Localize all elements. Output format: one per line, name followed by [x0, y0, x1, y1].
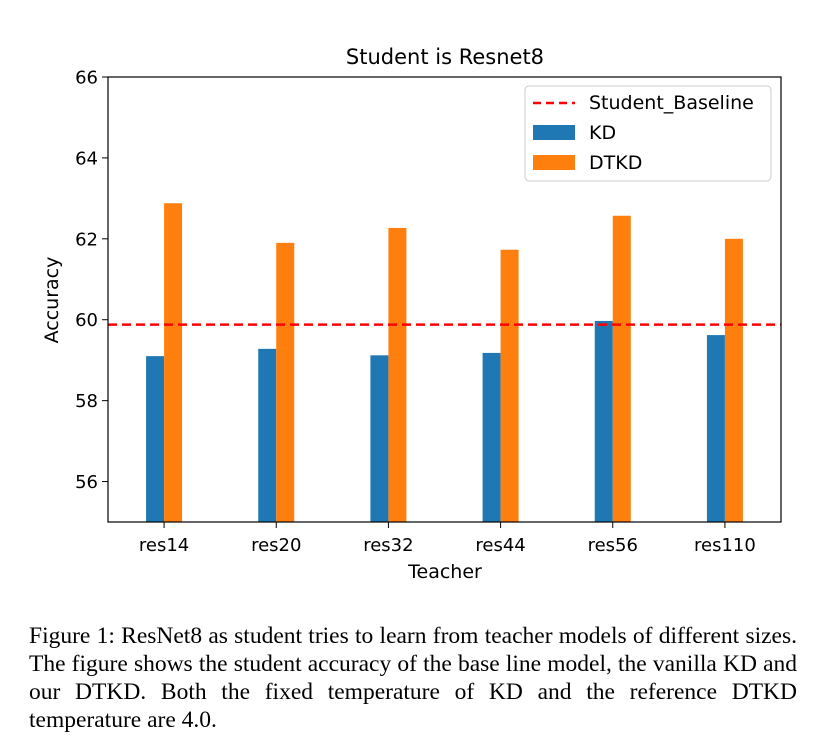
legend: Student_Baseline KD DTKD — [524, 85, 772, 182]
chart-title: Student is Resnet8 — [346, 45, 544, 69]
legend-box — [524, 85, 772, 182]
y-tick-label: 62 — [75, 229, 98, 250]
legend-dtkd-label: DTKD — [589, 152, 642, 174]
bar-dtkd-res44 — [500, 249, 519, 522]
bar-dtkd-res32 — [388, 227, 407, 523]
caption-text: ResNet8 as student tries to learn from t… — [29, 623, 798, 733]
legend-baseline-label: Student_Baseline — [589, 92, 754, 114]
y-tick-label: 64 — [75, 148, 98, 169]
bar-kd-res14 — [146, 356, 165, 522]
bar-dtkd-res20 — [276, 242, 295, 522]
plot-area: 56 58 60 62 64 66 res14 res20 res32 res44 res56 res… — [75, 68, 781, 556]
legend-dtkd-swatch — [533, 155, 575, 170]
legend-kd-label: KD — [589, 122, 616, 144]
x-tick-label: res32 — [363, 535, 413, 556]
x-tick-label: res20 — [251, 535, 301, 556]
figure-caption: Figure 1: ResNet8 as student tries to le… — [29, 622, 797, 734]
y-tick-label: 56 — [75, 472, 98, 493]
x-tick-label: res56 — [588, 535, 638, 556]
bar-chart: Student is Resnet8 56 58 60 62 64 66 res14 res2… — [41, 45, 782, 583]
bar-dtkd-res110 — [724, 238, 743, 522]
bar-kd-res110 — [706, 335, 725, 522]
bar-dtkd-res14 — [164, 203, 183, 522]
y-tick-label: 58 — [75, 391, 98, 412]
x-axis-label: Teacher — [407, 561, 482, 583]
x-tick-label: res14 — [139, 535, 189, 556]
caption-label: Figure 1: — [29, 623, 115, 649]
bar-kd-res44 — [482, 352, 501, 522]
plot-frame — [107, 76, 782, 523]
bar-kd-res20 — [258, 348, 277, 522]
x-tick-label: res110 — [694, 535, 756, 556]
bar-dtkd-res56 — [612, 215, 631, 522]
y-tick-label: 66 — [75, 68, 98, 89]
bar-kd-res56 — [594, 320, 613, 522]
legend-kd-swatch — [533, 125, 575, 140]
y-axis-label: Accuracy — [41, 257, 63, 344]
y-tick-label: 60 — [75, 310, 98, 331]
bar-kd-res32 — [370, 355, 389, 522]
x-tick-label: res44 — [475, 535, 525, 556]
